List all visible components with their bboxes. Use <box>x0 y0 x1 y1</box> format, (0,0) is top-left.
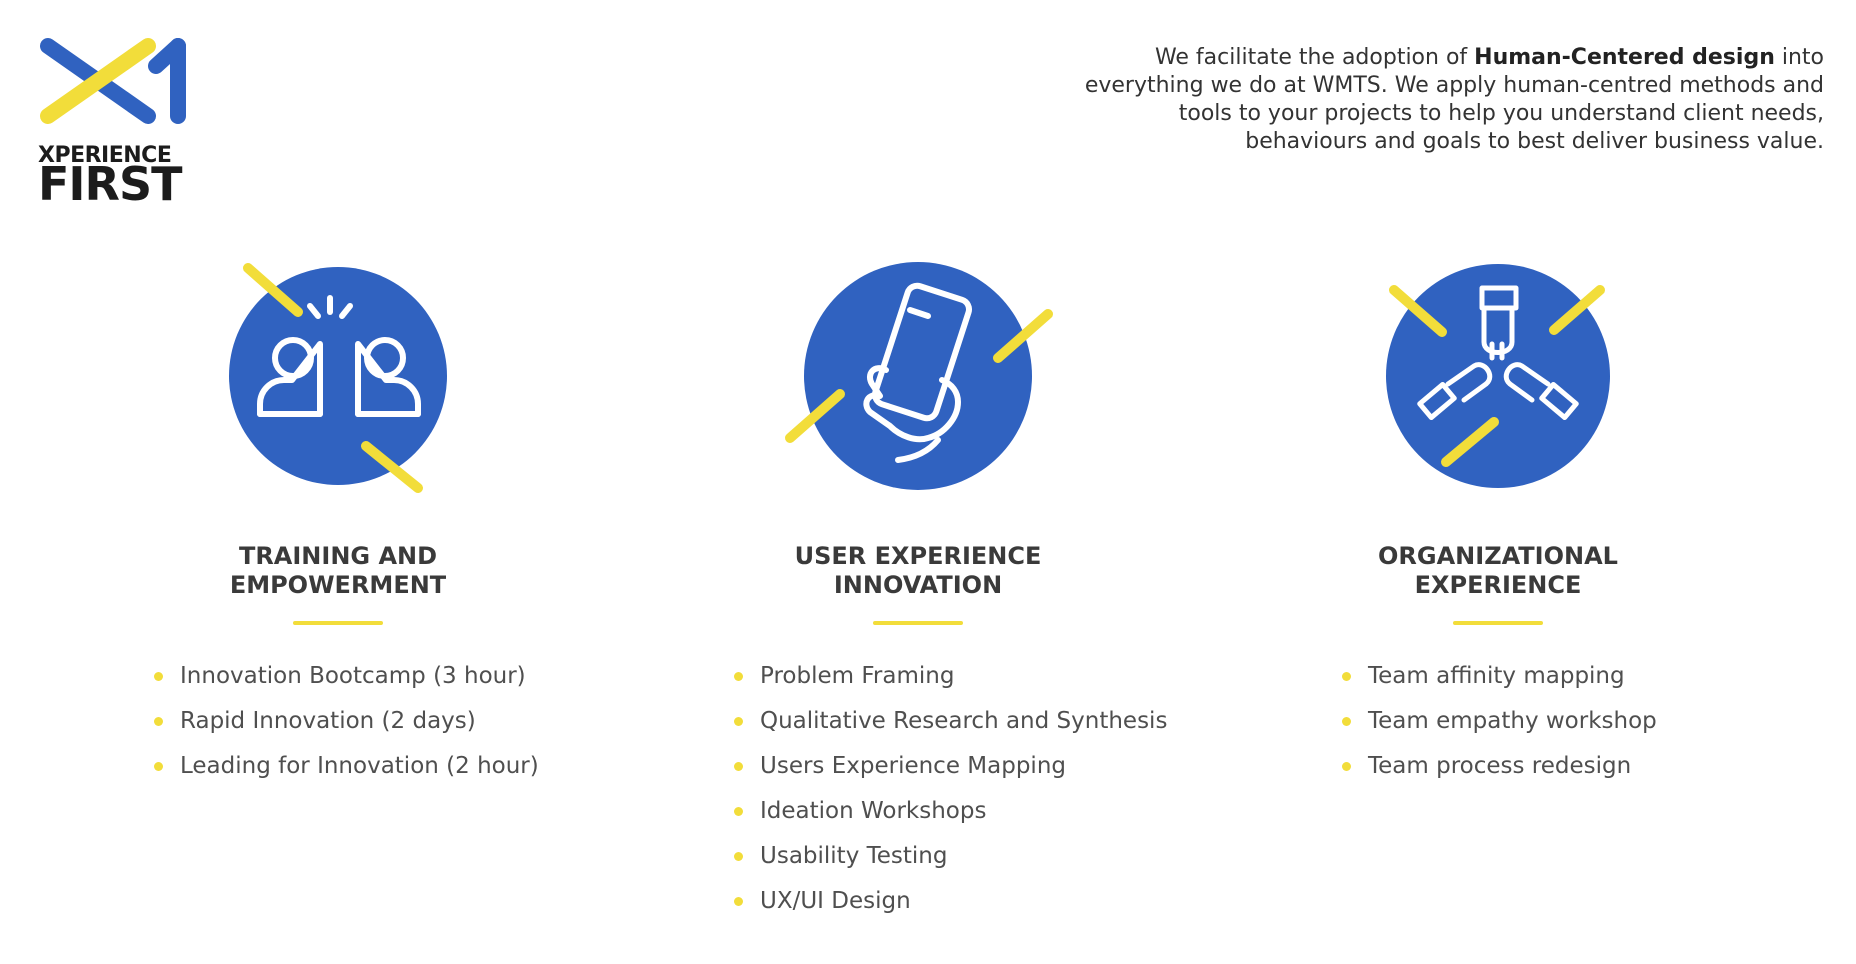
list-item: Ideation Workshops <box>734 796 1208 826</box>
title-underline <box>293 621 383 625</box>
list-item: Qualitative Research and Synthesis <box>734 706 1208 736</box>
column-training: TRAINING AND EMPOWERMENT Innovation Boot… <box>48 250 628 796</box>
xperience-first-logo: XPERIENCE FIRST <box>38 36 198 208</box>
column-user-experience: USER EXPERIENCE INNOVATION Problem Frami… <box>628 250 1208 931</box>
list-item: Problem Framing <box>734 661 1208 691</box>
intro-paragraph: We facilitate the adoption of Human-Cent… <box>1064 44 1824 156</box>
logo-text-xperience: XPERIENCE <box>38 143 172 168</box>
intro-text-after: into everything we do at WMTS. We apply … <box>1084 45 1824 154</box>
column-title-line1: ORGANIZATIONAL <box>1378 542 1618 570</box>
list-item: Team affinity mapping <box>1342 661 1788 691</box>
high-five-icon <box>229 263 447 493</box>
column-title: USER EXPERIENCE INNOVATION <box>628 542 1208 600</box>
list-item: UX/UI Design <box>734 886 1208 916</box>
column-title-line2: EXPERIENCE <box>1414 571 1582 599</box>
logo-text-first: FIRST <box>38 157 182 211</box>
list-item: Team empathy workshop <box>1342 706 1788 736</box>
column-organizational: ORGANIZATIONAL EXPERIENCE Team affinity … <box>1208 250 1788 796</box>
smartphone-hand-icon <box>785 262 1053 490</box>
list-item: Team process redesign <box>1342 751 1788 781</box>
title-underline <box>1453 621 1543 625</box>
list-item: Innovation Bootcamp (3 hour) <box>154 661 628 691</box>
column-title-line2: INNOVATION <box>833 571 1003 599</box>
list-item: Usability Testing <box>734 841 1208 871</box>
list-item: Leading for Innovation (2 hour) <box>154 751 628 781</box>
column-title-line2: EMPOWERMENT <box>229 571 447 599</box>
column-title: ORGANIZATIONAL EXPERIENCE <box>1208 542 1788 600</box>
list-item: Rapid Innovation (2 days) <box>154 706 628 736</box>
intro-text-bold: Human-Centered design <box>1474 45 1775 70</box>
intro-text-before: We facilitate the adoption of <box>1154 45 1475 70</box>
service-list: Innovation Bootcamp (3 hour) Rapid Innov… <box>154 661 628 781</box>
service-list: Problem Framing Qualitative Research and… <box>734 661 1208 916</box>
column-title-line1: TRAINING AND <box>238 542 438 570</box>
column-title: TRAINING AND EMPOWERMENT <box>48 542 628 600</box>
team-hands-icon <box>1386 264 1610 488</box>
list-item: Users Experience Mapping <box>734 751 1208 781</box>
title-underline <box>873 621 963 625</box>
x1-logo-mark-icon <box>40 38 186 124</box>
column-title-line1: USER EXPERIENCE <box>794 542 1042 570</box>
service-list: Team affinity mapping Team empathy works… <box>1342 661 1788 781</box>
